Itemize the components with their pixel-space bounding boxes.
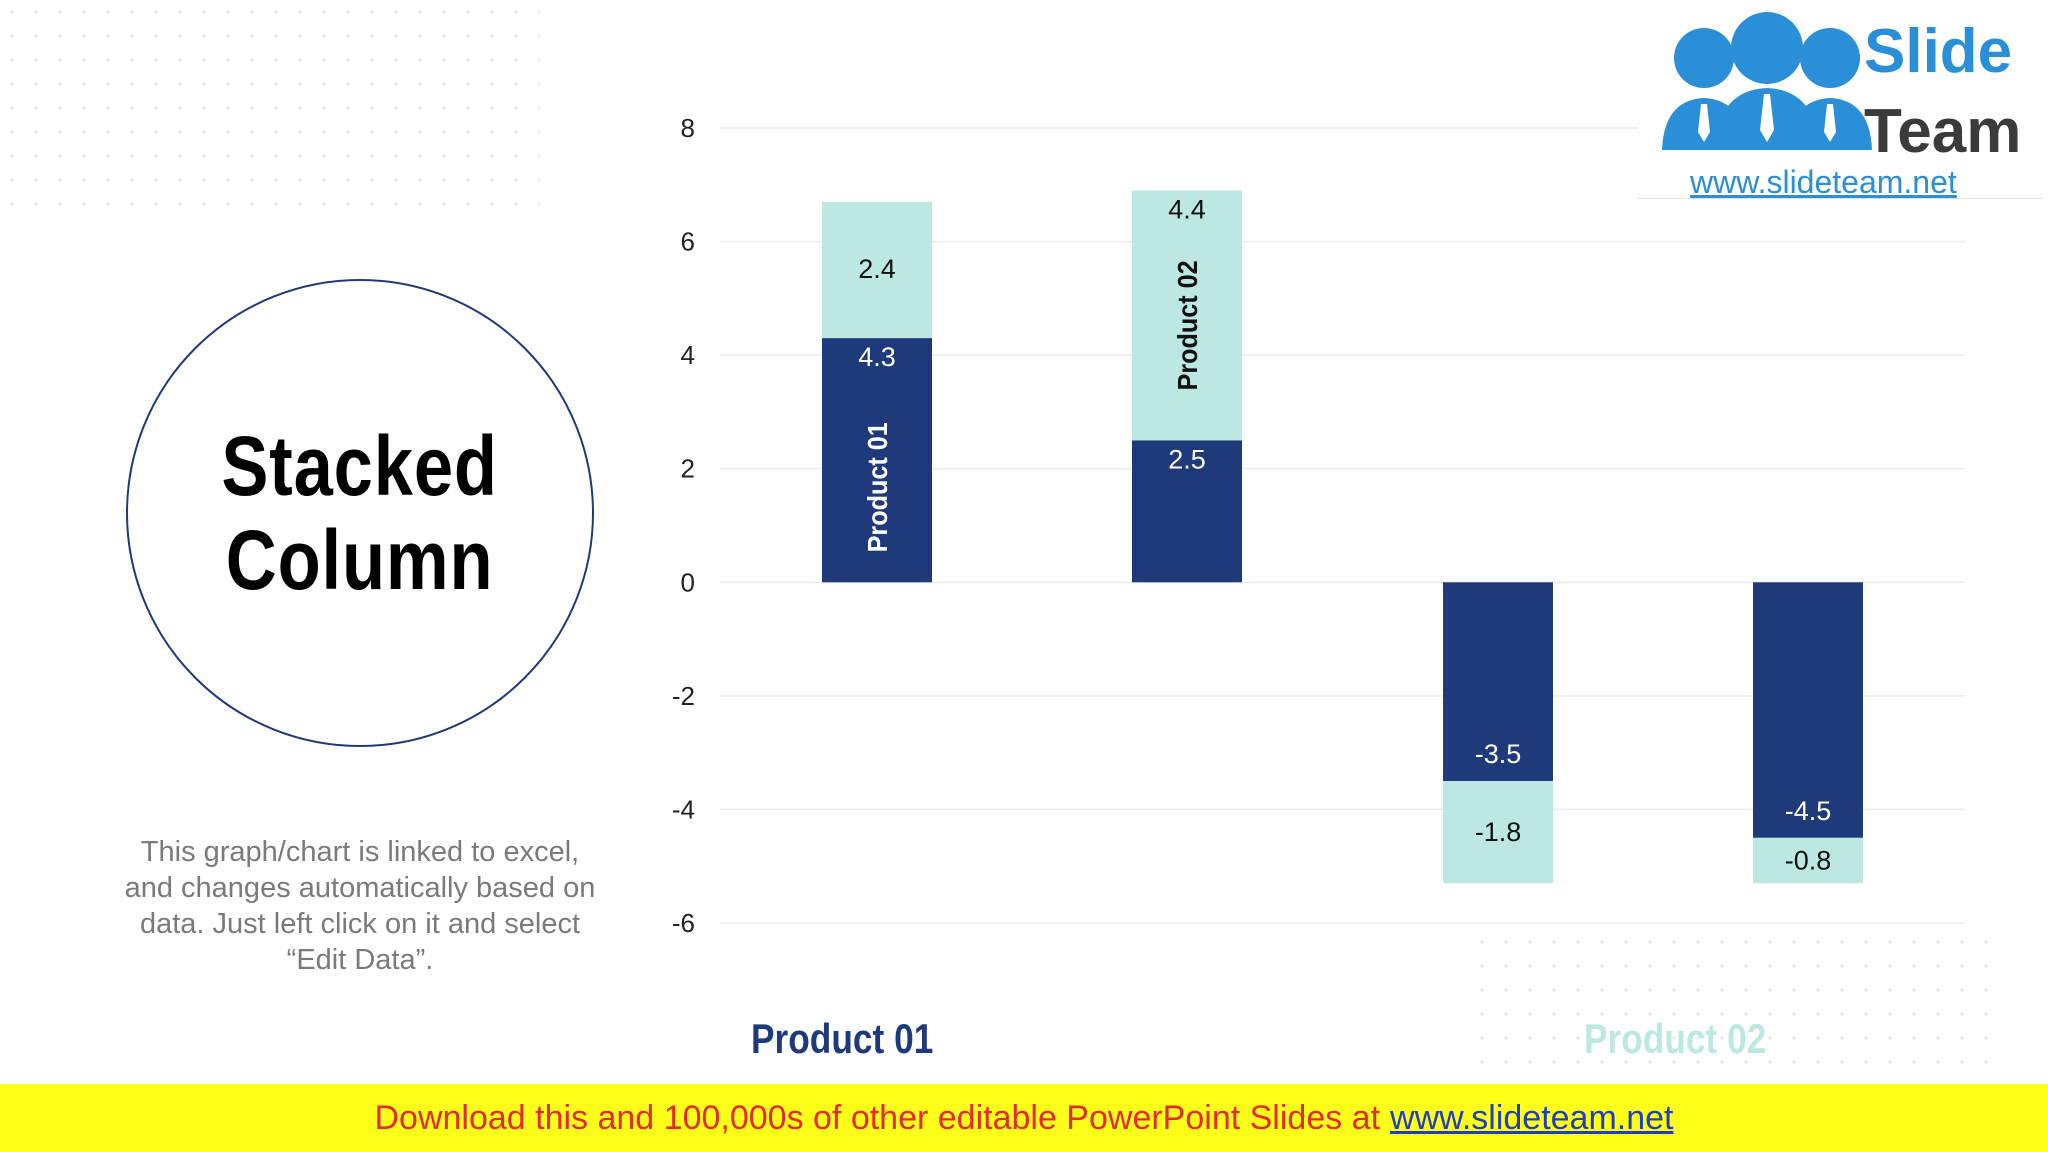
bar-segment [822,338,932,583]
stacked-column-chart[interactable]: 8 6 4 2 0 -2 -4 -6 4.3 2.4 2.5 4.4 -3.5 -1.8 -4.5 -0.8 P… [640,90,1980,950]
logo-url-link[interactable]: www.slideteam.net [1690,164,1957,200]
y-tick-label: -4 [672,794,695,824]
title-circle: Stacked Column [126,279,594,747]
bar-segment [1132,190,1242,441]
y-tick-label: 6 [681,227,695,257]
decorative-dot-grid [0,0,540,210]
bar-segment [1753,582,1863,838]
y-tick-label: 0 [681,567,695,597]
slideteam-logo: Slide Team www.slideteam.net [1638,0,2042,200]
banner-link[interactable]: www.slideteam.net [1390,1098,1674,1137]
data-label: -1.8 [1475,817,1522,847]
y-tick-label: -2 [672,681,695,711]
y-tick-label: 4 [681,340,695,370]
in-bar-series-label: Product 02 [1172,260,1204,390]
y-tick-label: -6 [672,908,695,938]
slide-title: Stacked Column [221,419,499,607]
bar-segment [1443,582,1553,782]
data-label: -3.5 [1475,739,1522,769]
bar-segment [1753,837,1863,884]
logo-word-slide: Slide [1864,17,2013,86]
data-label: 4.4 [1168,194,1206,224]
logo-word-team: Team [1864,97,2022,166]
decorative-dot-grid [1470,930,1990,1080]
y-tick-label: 8 [681,113,695,143]
data-label: -4.5 [1785,796,1832,826]
legend-product-02: Product 02 [1584,1015,1767,1062]
in-bar-series-label: Product 01 [862,422,894,552]
people-icon [1662,12,1872,150]
bar-segment [1443,781,1553,884]
data-label: 2.5 [1168,444,1206,474]
data-label: 4.3 [858,342,896,372]
bar-segment [1132,440,1242,583]
chart-description: This graph/chart is linked to excel, and… [124,836,596,976]
y-tick-label: 2 [681,454,695,484]
banner-text: Download this and 100,000s of other edit… [374,1098,1381,1137]
legend-product-01: Product 01 [751,1015,934,1062]
download-banner: Download this and 100,000s of other edit… [0,1084,2048,1152]
data-label: -0.8 [1785,846,1832,876]
bar-segment [822,201,932,339]
data-label: 2.4 [858,254,896,284]
